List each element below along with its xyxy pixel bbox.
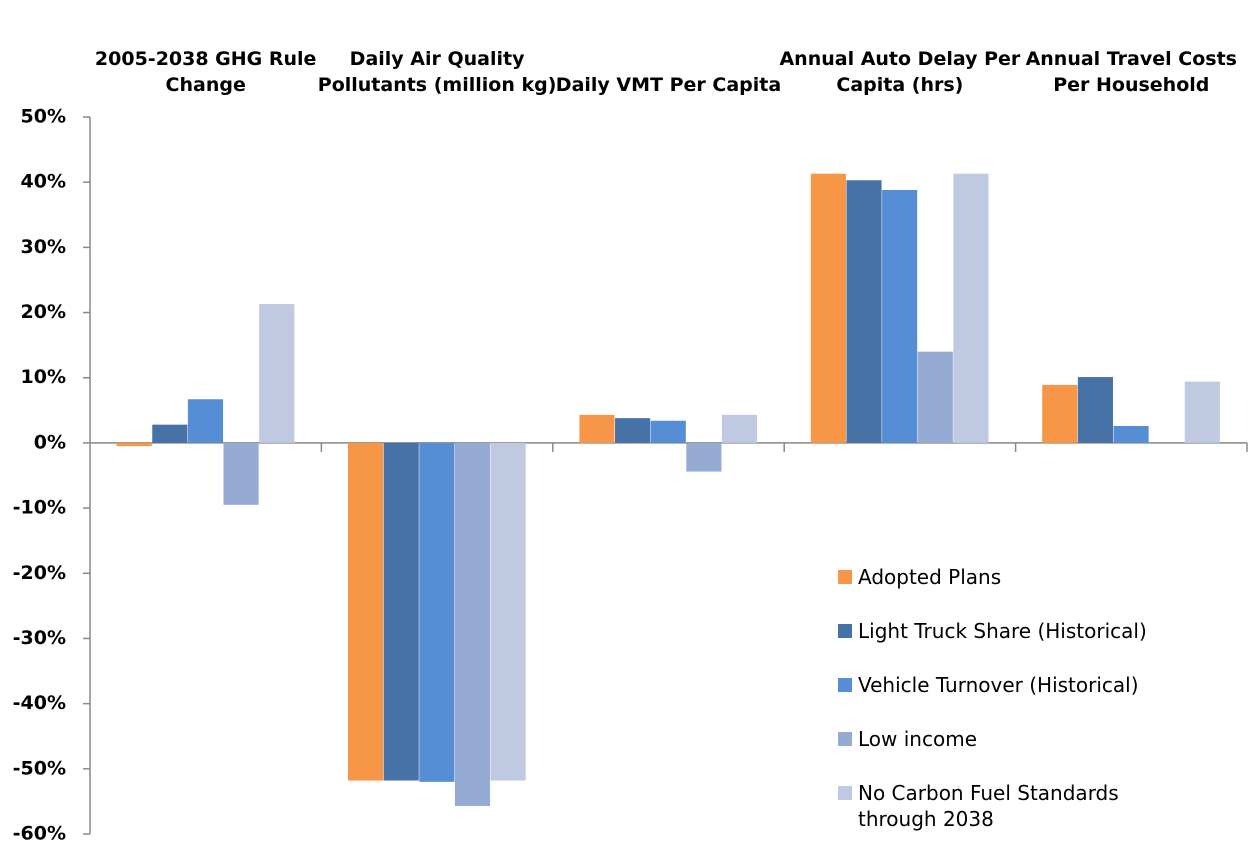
bar bbox=[846, 180, 882, 443]
bar bbox=[490, 442, 526, 781]
legend-label: Adopted Plans bbox=[858, 565, 1002, 589]
legend-item: Low income bbox=[838, 726, 1198, 752]
legend-item: Light Truck Share (Historical) bbox=[838, 618, 1198, 644]
bar bbox=[686, 442, 722, 472]
legend-swatch bbox=[838, 678, 852, 692]
bar bbox=[259, 304, 295, 443]
y-tick-label: -60% bbox=[13, 823, 66, 845]
category-label: Annual Auto Delay Per Capita (hrs) bbox=[779, 48, 1021, 96]
y-tick-label: -50% bbox=[13, 757, 66, 779]
bar bbox=[650, 420, 686, 443]
y-tick-label: 50% bbox=[21, 106, 66, 128]
y-tick-label: 20% bbox=[21, 301, 66, 323]
bar bbox=[1184, 381, 1220, 443]
legend-label: No Carbon Fuel Standards through 2038 bbox=[858, 781, 1119, 831]
legend-item: Adopted Plans bbox=[838, 564, 1198, 590]
legend-item: No Carbon Fuel Standards through 2038 bbox=[838, 780, 1198, 832]
category-label: Daily Air Quality Pollutants (million kg… bbox=[317, 48, 557, 96]
legend-label: Vehicle Turnover (Historical) bbox=[858, 673, 1139, 697]
bar bbox=[917, 351, 953, 443]
bar bbox=[223, 442, 259, 505]
bar bbox=[1077, 377, 1113, 443]
bar bbox=[579, 414, 615, 443]
bar bbox=[116, 442, 152, 447]
category-label: 2005-2038 GHG Rule Change bbox=[94, 48, 317, 96]
legend-label: Low income bbox=[858, 727, 977, 751]
bar bbox=[615, 418, 651, 443]
bar bbox=[383, 442, 419, 781]
legend-item: Vehicle Turnover (Historical) bbox=[838, 672, 1198, 698]
bar bbox=[454, 442, 491, 806]
category-label: Daily VMT Per Capita bbox=[555, 74, 782, 96]
y-tick-label: 30% bbox=[21, 236, 66, 258]
bar bbox=[419, 442, 455, 782]
bar bbox=[1042, 384, 1078, 443]
y-tick-label: 40% bbox=[21, 171, 66, 193]
legend-swatch bbox=[838, 570, 852, 584]
legend-swatch bbox=[838, 786, 852, 800]
bar bbox=[187, 399, 224, 443]
legend-label: Light Truck Share (Historical) bbox=[858, 619, 1147, 643]
legend-swatch bbox=[838, 732, 852, 746]
bar bbox=[810, 173, 846, 443]
bar bbox=[152, 424, 188, 443]
y-tick-label: 10% bbox=[21, 366, 66, 388]
bar bbox=[882, 190, 918, 443]
y-tick-label: -20% bbox=[13, 562, 66, 584]
y-tick-label: -10% bbox=[13, 497, 66, 519]
bar bbox=[348, 442, 384, 781]
y-tick-label: 0% bbox=[34, 431, 66, 453]
bar bbox=[953, 173, 989, 443]
bar bbox=[1113, 425, 1149, 443]
category-label: Annual Travel Costs Per Household bbox=[1025, 48, 1237, 96]
y-tick-label: -40% bbox=[13, 692, 66, 714]
legend-swatch bbox=[838, 624, 852, 638]
bar bbox=[721, 414, 758, 443]
y-tick-label: -30% bbox=[13, 627, 66, 649]
